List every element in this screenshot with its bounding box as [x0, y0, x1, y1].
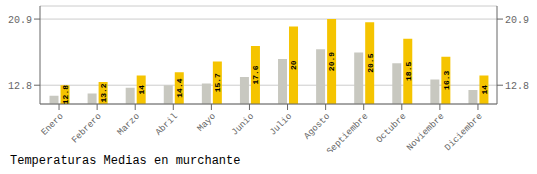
svg-text:14: 14	[137, 85, 146, 95]
svg-text:16.3: 16.3	[442, 71, 451, 90]
svg-text:Octubre: Octubre	[375, 112, 409, 146]
svg-text:Mayo: Mayo	[196, 112, 218, 134]
svg-text:Marzo: Marzo	[116, 112, 142, 138]
svg-text:20.5: 20.5	[366, 53, 375, 72]
svg-text:Febrero: Febrero	[70, 112, 104, 146]
svg-text:14.4: 14.4	[175, 78, 184, 97]
svg-text:20.9: 20.9	[505, 15, 529, 26]
svg-text:Diciembre: Diciembre	[443, 112, 484, 152]
svg-text:15.7: 15.7	[213, 73, 222, 92]
svg-text:Septiembre: Septiembre	[325, 112, 370, 152]
svg-text:13.2: 13.2	[99, 83, 108, 102]
svg-text:Abril: Abril	[154, 112, 180, 138]
svg-text:14: 14	[480, 85, 489, 95]
svg-text:20.9: 20.9	[327, 52, 336, 71]
svg-text:Agosto: Agosto	[302, 112, 332, 142]
svg-text:12.8: 12.8	[61, 85, 70, 104]
svg-text:Junio: Junio	[230, 112, 256, 138]
svg-text:Julio: Julio	[268, 112, 294, 138]
svg-text:Enero: Enero	[40, 112, 66, 138]
html-text:Temperaturas Medias en murchan: Temperaturas Medias en murchante	[10, 154, 241, 168]
svg-text:20.9: 20.9	[8, 15, 32, 26]
svg-text:20: 20	[289, 60, 298, 70]
svg-text:Noviembre: Noviembre	[405, 112, 446, 152]
svg-text:17.6: 17.6	[251, 65, 260, 84]
svg-text:12.8: 12.8	[8, 81, 32, 92]
svg-text:12.8: 12.8	[505, 81, 529, 92]
svg-text:18.5: 18.5	[404, 62, 413, 81]
